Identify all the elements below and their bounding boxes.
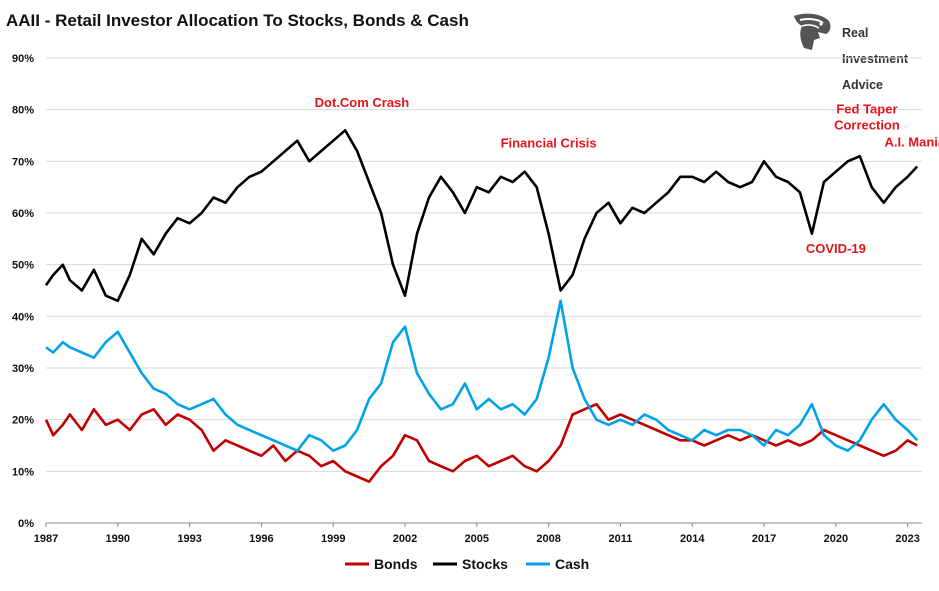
y-tick-label: 20% bbox=[12, 415, 34, 427]
x-tick-label: 2008 bbox=[536, 533, 560, 545]
annotation-label: Dot.Com Crash bbox=[315, 95, 410, 110]
y-tick-label: 60% bbox=[12, 208, 34, 220]
x-tick-label: 1993 bbox=[177, 533, 201, 545]
y-tick-label: 50% bbox=[12, 260, 34, 272]
series-line-stocks bbox=[44, 129, 919, 303]
legend-label: Bonds bbox=[374, 556, 418, 572]
annotation-label: Financial Crisis bbox=[501, 135, 597, 150]
annotation-label: A.I. Mania bbox=[884, 134, 939, 149]
x-tick-label: 2005 bbox=[465, 533, 489, 545]
x-tick-label: 1999 bbox=[321, 533, 345, 545]
series-lines bbox=[44, 129, 919, 484]
x-axis: 1987 1990 1993 1996 1999 2002 2005 2008 2011 2014… bbox=[34, 522, 922, 545]
series-line-bonds bbox=[44, 402, 918, 484]
x-tick-label: 1996 bbox=[249, 533, 273, 545]
x-tick-label: 2017 bbox=[752, 533, 776, 545]
y-tick-label: 90% bbox=[12, 53, 34, 65]
brand-name: Real Investment Advice bbox=[842, 14, 908, 105]
y-tick-label: 0% bbox=[18, 518, 34, 530]
annotation-label: Correction bbox=[834, 117, 900, 132]
legend-label: Stocks bbox=[462, 556, 508, 572]
y-tick-label: 80% bbox=[12, 105, 34, 117]
annotations: Dot.Com Crash Financial Crisis Fed TaperCo… bbox=[315, 95, 939, 256]
x-tick-label: 2020 bbox=[824, 533, 848, 545]
brand-line: Advice bbox=[842, 78, 883, 92]
gridlines bbox=[46, 57, 922, 524]
x-tick-label: 1987 bbox=[34, 533, 58, 545]
brand-line: Investment bbox=[842, 52, 908, 66]
x-tick-label: 2023 bbox=[895, 533, 919, 545]
page-title: AAII - Retail Investor Allocation To Sto… bbox=[6, 11, 469, 30]
x-tick-label: 2011 bbox=[608, 533, 632, 545]
y-tick-label: 10% bbox=[12, 466, 34, 478]
y-tick-label: 30% bbox=[12, 363, 34, 375]
brand-line: Real bbox=[842, 26, 869, 40]
brand-logo: Real Investment Advice bbox=[790, 10, 930, 92]
y-axis-ticks: 0% 10% 20% 30% 40% 50% 60% 70% 80% 90% bbox=[12, 53, 34, 530]
annotation-label: Fed Taper bbox=[836, 101, 897, 116]
x-tick-label: 2014 bbox=[680, 533, 705, 545]
x-tick-label: 1990 bbox=[106, 533, 130, 545]
legend-label: Cash bbox=[555, 556, 589, 572]
y-tick-label: 70% bbox=[12, 156, 34, 168]
series-line-cash bbox=[45, 299, 919, 453]
x-tick-label: 2002 bbox=[393, 533, 417, 545]
eagle-head-icon bbox=[794, 13, 831, 50]
legend: Bonds Stocks Cash bbox=[345, 556, 589, 572]
y-tick-label: 40% bbox=[12, 311, 34, 323]
annotation-label: COVID-19 bbox=[806, 241, 866, 256]
